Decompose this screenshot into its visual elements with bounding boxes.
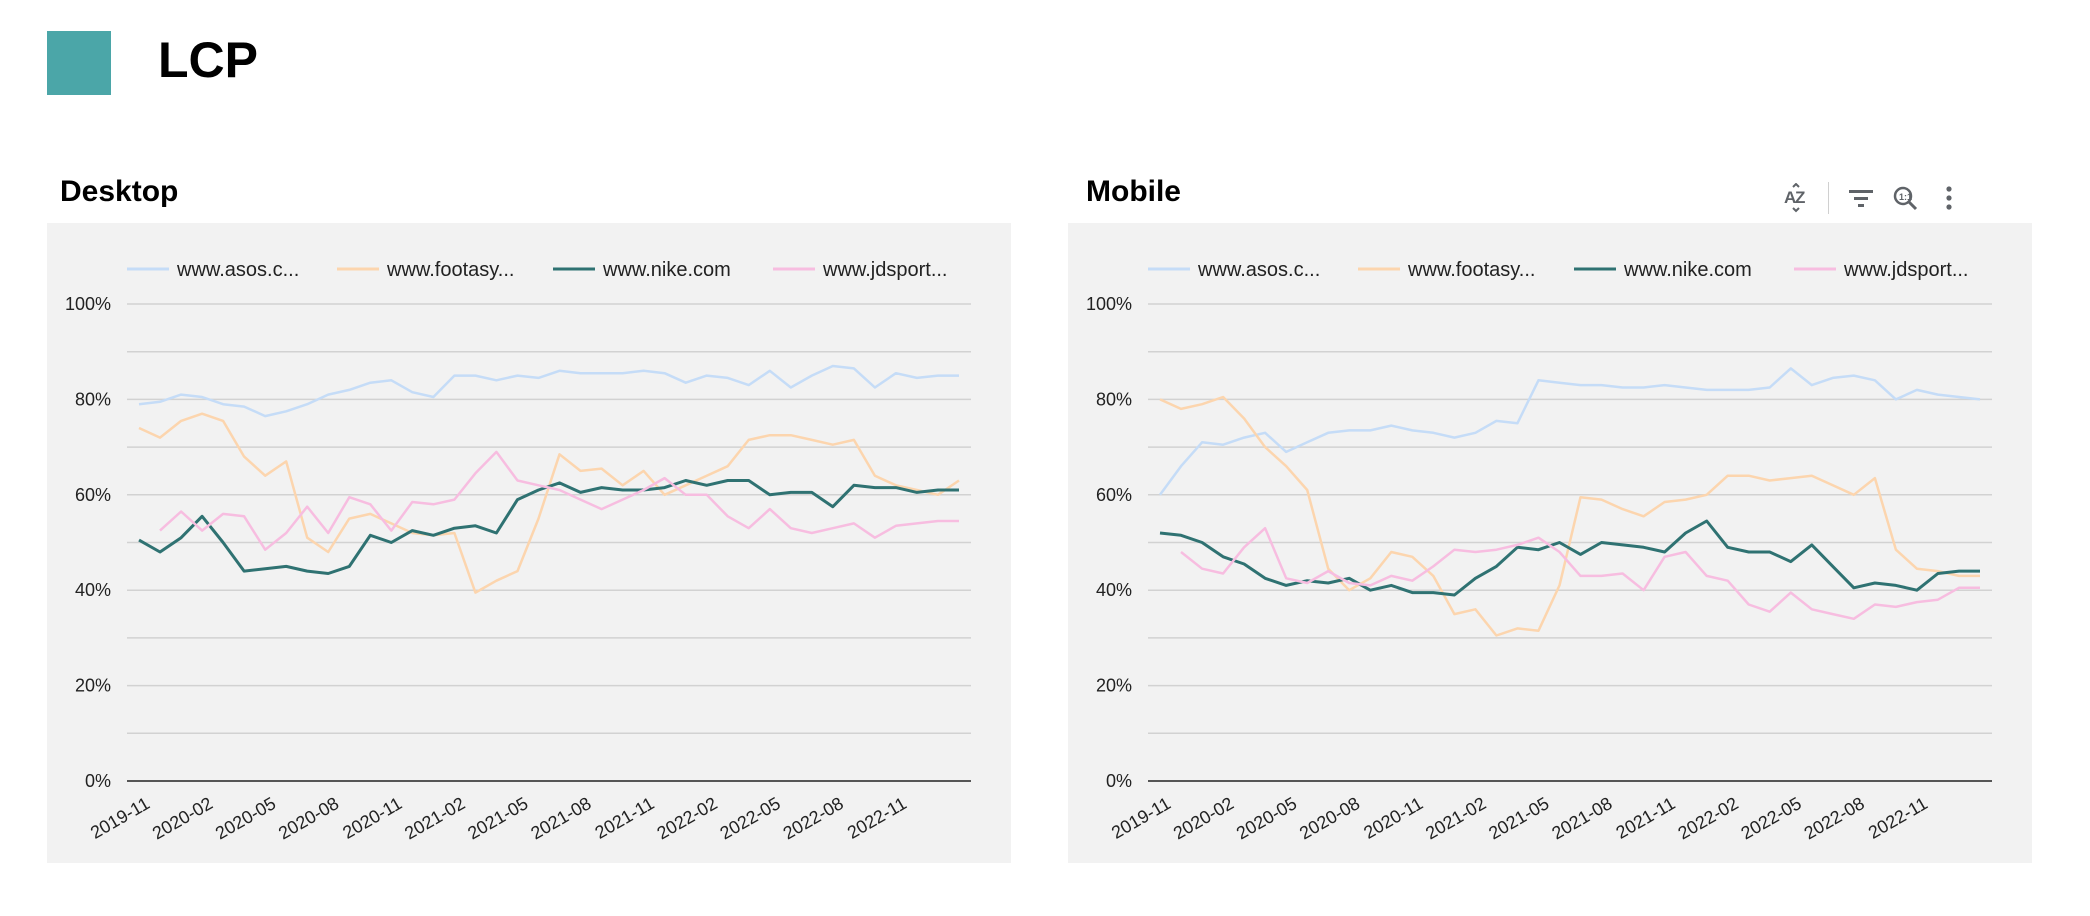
chart-title-mobile: Mobile (1086, 175, 1181, 208)
x-tick-label: 2021-11 (592, 793, 658, 843)
x-tick-label: 2022-05 (1738, 793, 1805, 843)
y-tick-label: 100% (65, 294, 111, 314)
zoom-icon[interactable]: 1:1 (1883, 178, 1927, 218)
svg-text:1:1: 1:1 (1899, 192, 1912, 202)
x-tick-label: 2022-02 (653, 793, 720, 843)
more-vert-icon[interactable] (1927, 178, 1971, 218)
y-tick-label: 80% (75, 389, 111, 409)
series-line-3 (1159, 519, 1980, 597)
chart-title-desktop: Desktop (60, 175, 179, 208)
x-tick-label: 2021-05 (464, 793, 531, 843)
x-tick-label: 2021-08 (1548, 793, 1615, 843)
series-line-1 (1158, 367, 1981, 496)
logo-square (47, 31, 111, 95)
x-tick-label: 2019-11 (87, 793, 153, 843)
legend-item[interactable]: www.jdsport... (822, 259, 947, 281)
x-tick-label: 2021-11 (1613, 793, 1679, 843)
y-tick-label: 20% (1096, 676, 1132, 696)
legend-item[interactable]: www.asos.c... (1197, 259, 1320, 281)
series-line-4 (1180, 526, 1980, 621)
series-line-4 (159, 450, 959, 551)
legend-item[interactable]: www.nike.com (602, 259, 731, 281)
chart-panel-mobile: 100% 80% 60% 40% 20% 0% 2019-11 2020-02 2020-05 2… (1068, 223, 2032, 863)
chart-panel-desktop: 100% 80% 60% 40% 20% 0% 2019-11 2020-02 2020-05 2… (47, 223, 1011, 863)
x-tick-label: 2021-08 (527, 793, 594, 843)
svg-text:A: A (1784, 188, 1796, 207)
x-tick-label: 2020-05 (212, 793, 279, 843)
chart-desktop: 100%80%60%40%20%0%2019-112020-022020-052… (65, 259, 971, 843)
x-tick-label: 2022-08 (1801, 793, 1868, 843)
sort-az-icon[interactable]: A Z (1774, 178, 1818, 218)
y-tick-label: 40% (1096, 580, 1132, 600)
x-tick-label: 2021-02 (1422, 793, 1489, 843)
x-tick-label: 2022-11 (844, 793, 910, 843)
legend-item[interactable]: www.footasy... (1407, 259, 1535, 281)
series-line-2 (1159, 395, 1980, 637)
x-tick-label: 2020-05 (1233, 793, 1300, 843)
y-tick-label: 0% (1106, 771, 1132, 791)
x-tick-label: 2022-05 (717, 793, 784, 843)
chart-mobile: 100%80%60%40%20%0%2019-112020-022020-052… (1086, 259, 1992, 843)
y-tick-label: 100% (1086, 294, 1132, 314)
legend-item[interactable]: www.jdsport... (1843, 259, 1968, 281)
x-tick-label: 2020-08 (1296, 793, 1363, 843)
x-tick-label: 2020-11 (1360, 793, 1426, 843)
toolbar-separator (1828, 182, 1829, 214)
x-tick-label: 2020-08 (275, 793, 342, 843)
series-line-1 (138, 364, 959, 418)
x-tick-label: 2020-02 (1170, 793, 1237, 843)
x-tick-label: 2022-11 (1865, 793, 1931, 843)
x-tick-label: 2020-11 (339, 793, 405, 843)
x-tick-label: 2019-11 (1108, 793, 1174, 843)
y-tick-label: 0% (85, 771, 111, 791)
legend-item[interactable]: www.asos.c... (176, 259, 299, 281)
x-tick-label: 2020-02 (149, 793, 216, 843)
y-tick-label: 60% (75, 485, 111, 505)
chart-toolbar: A Z 1:1 (1774, 178, 1971, 218)
y-tick-label: 60% (1096, 485, 1132, 505)
x-tick-label: 2022-02 (1674, 793, 1741, 843)
svg-text:Z: Z (1795, 188, 1805, 207)
filter-icon[interactable] (1839, 178, 1883, 218)
legend-item[interactable]: www.nike.com (1623, 259, 1752, 281)
legend-item[interactable]: www.footasy... (386, 259, 514, 281)
page-title: LCP (158, 32, 258, 88)
y-tick-label: 80% (1096, 389, 1132, 409)
x-tick-label: 2021-05 (1485, 793, 1552, 843)
x-tick-label: 2022-08 (780, 793, 847, 843)
y-tick-label: 40% (75, 580, 111, 600)
y-tick-label: 20% (75, 676, 111, 696)
x-tick-label: 2021-02 (401, 793, 468, 843)
